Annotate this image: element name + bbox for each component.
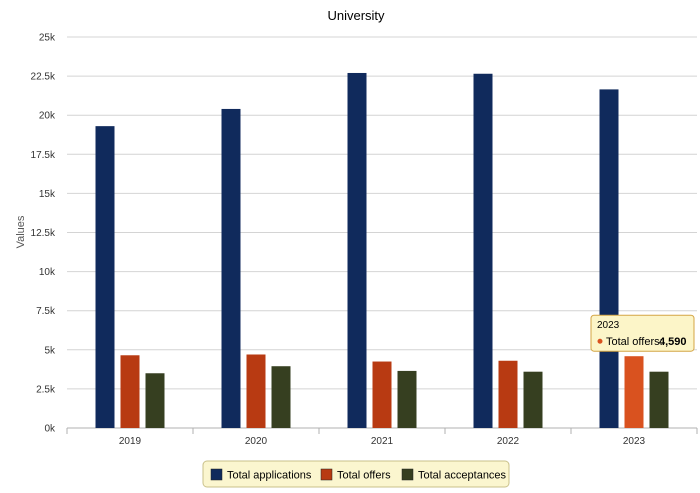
legend-swatch xyxy=(401,468,414,481)
bars xyxy=(95,72,669,429)
y-tick-label: 2.5k xyxy=(36,384,56,395)
bar-total-acceptances-2023[interactable] xyxy=(649,371,669,428)
y-tick-label: 0k xyxy=(44,424,56,435)
y-tick-label: 20k xyxy=(39,111,56,122)
y-axis-ticks: 0k 2.5k 5k 7.5k 10k 12.5k 15k 17.5k 20k 22.5k 25k xyxy=(31,33,56,435)
y-tick-label: 10k xyxy=(39,267,56,278)
bar-total-applications-2020[interactable] xyxy=(221,108,241,428)
legend-swatch xyxy=(320,468,333,481)
chart-title: University xyxy=(327,8,385,23)
x-axis: 2019 2020 2021 2022 2023 xyxy=(66,427,698,447)
legend-label[interactable]: Total acceptances xyxy=(418,470,507,482)
x-tick-label: 2021 xyxy=(371,436,394,447)
tooltip-dot-icon xyxy=(597,338,603,344)
y-axis-title: Values xyxy=(15,215,27,248)
x-tick-label: 2023 xyxy=(623,436,646,447)
y-tick-label: 15k xyxy=(39,189,56,200)
bar-total-acceptances-2019[interactable] xyxy=(145,373,165,428)
bar-total-offers-2023[interactable] xyxy=(624,356,644,428)
x-tick-label: 2020 xyxy=(245,436,268,447)
x-tick-label: 2022 xyxy=(497,436,520,447)
y-tick-label: 25k xyxy=(39,33,56,44)
bar-total-applications-2023[interactable] xyxy=(599,89,619,429)
bar-total-offers-2021[interactable] xyxy=(372,361,392,428)
bar-total-acceptances-2022[interactable] xyxy=(523,371,543,428)
bar-total-offers-2022[interactable] xyxy=(498,360,518,428)
x-tick-label: 2019 xyxy=(119,436,142,447)
tooltip-series-label: Total offers: xyxy=(606,336,663,348)
bar-total-offers-2020[interactable] xyxy=(246,354,266,428)
legend-swatch xyxy=(210,468,223,481)
y-tick-label: 22.5k xyxy=(31,72,56,83)
tooltip-category: 2023 xyxy=(597,320,620,331)
bar-total-applications-2022[interactable] xyxy=(473,73,493,428)
bar-total-applications-2021[interactable] xyxy=(347,72,367,429)
y-tick-label: 17.5k xyxy=(31,150,56,161)
y-tick-label: 7.5k xyxy=(36,306,56,317)
bar-total-applications-2019[interactable] xyxy=(95,126,115,428)
legend-label[interactable]: Total offers xyxy=(337,470,391,482)
tooltip-value: 4,590 xyxy=(659,336,687,348)
legend-box xyxy=(202,460,510,488)
bar-total-offers-2019[interactable] xyxy=(120,355,140,428)
legend: Total applications Total offers Total acce… xyxy=(202,460,510,488)
bar-total-acceptances-2021[interactable] xyxy=(397,370,417,428)
tooltip: 2023 Total offers:4,590 xyxy=(590,314,695,352)
y-tick-label: 12.5k xyxy=(31,228,56,239)
y-tick-label: 5k xyxy=(44,345,56,356)
bar-total-acceptances-2020[interactable] xyxy=(271,366,291,428)
tooltip-box xyxy=(590,314,695,352)
grid-lines xyxy=(67,36,697,429)
legend-label[interactable]: Total applications xyxy=(227,470,312,482)
